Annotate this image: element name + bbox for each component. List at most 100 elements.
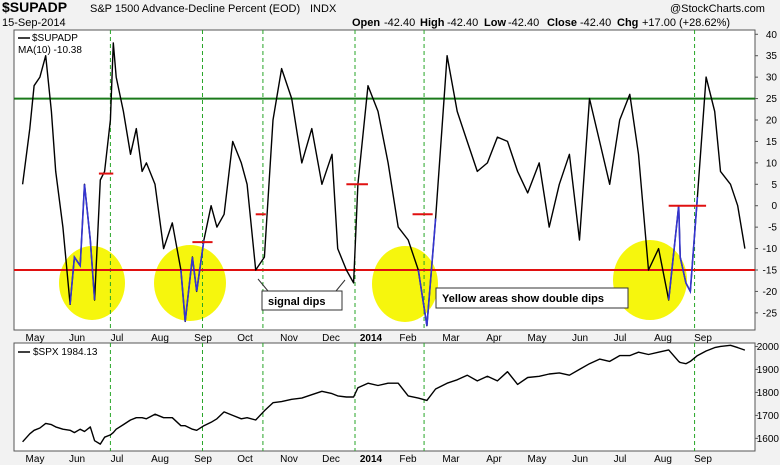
bottom-xtick-label: Aug [654,454,672,465]
top-ytick-label: 35 [766,51,778,62]
top-xtick-label: Apr [486,333,502,344]
top-ytick-label: 15 [766,137,778,148]
top-xtick-label: 2014 [360,333,383,344]
bottom-xtick-label: Sep [694,454,712,465]
bottom-xtick-label: Sep [194,454,212,465]
chg-label: Chg [617,17,638,29]
open-label: Open [352,17,380,29]
top-xtick-label: May [26,333,45,344]
signal-segment-2 [180,239,205,322]
signal-dips-pointer-right [335,279,346,292]
yellow-areas-box [435,287,629,309]
top-ytick-label: 10 [766,158,778,169]
chart-date: 15-Sep-2014 [2,17,66,29]
top-ytick-label: -10 [763,244,778,255]
low-value: -42.40 [508,17,539,29]
spx-series [22,344,746,445]
spx-legend-label: $SPX 1984.13 [33,347,98,358]
top-y-axis: 40 35 30 25 20 15 10 5 0 -5 -10 -15 -20 -25 [755,30,778,319]
ma-legend-label: MA(10) -10.38 [18,45,82,56]
supadp-legend-label: $SUPADP [32,33,78,44]
top-xtick-label: Jun [69,333,85,344]
top-xtick-label: Aug [654,333,672,344]
spx-line [22,344,746,445]
top-xtick-label: May [528,333,547,344]
top-xtick-label: Nov [280,333,298,344]
highlight-ellipse-3 [372,246,438,322]
top-xtick-label: Jul [111,333,124,344]
chart-description: S&P 1500 Advance-Decline Percent (EOD) [90,3,300,15]
signal-segment-4 [667,197,699,301]
chg-value: +17.00 (+28.62%) [642,17,730,29]
top-xtick-label: Feb [399,333,417,344]
bottom-ytick-label: 2000 [757,342,780,353]
yellow-areas-annotation: Yellow areas show double dips [435,287,629,309]
open-value: -42.40 [384,17,415,29]
top-ytick-label: 5 [771,180,777,191]
top-xtick-label: Sep [194,333,212,344]
bottom-xtick-label: May [528,454,547,465]
high-value: -42.40 [447,17,478,29]
top-legend: $SUPADP MA(10) -10.38 [18,33,82,56]
top-xtick-label: Oct [237,333,253,344]
top-ytick-label: 30 [766,73,778,84]
bottom-ytick-label: 1800 [757,388,780,399]
bottom-ytick-label: 1700 [757,411,780,422]
bottom-xtick-label: Nov [280,454,298,465]
low-label: Low [484,17,506,29]
bottom-xtick-label: Jul [111,454,124,465]
chart-symbol: $SUPADP [2,0,67,15]
top-ytick-label: 20 [766,116,778,127]
close-label: Close [547,17,577,29]
bottom-xtick-label: May [26,454,45,465]
bottom-ytick-label: 1600 [757,434,780,445]
top-ytick-label: -25 [763,308,778,319]
highlight-ellipse-1 [59,246,125,320]
top-xtick-label: Dec [322,333,340,344]
signal-dips-annotation: signal dips [257,278,346,311]
top-ytick-label: -20 [763,287,778,298]
top-ytick-label: 40 [766,30,778,41]
bottom-xtick-label: Apr [486,454,502,465]
reference-lines [14,97,755,271]
high-label: High [420,17,445,29]
top-ytick-label: 0 [771,201,777,212]
top-ytick-label: -5 [768,223,777,234]
bottom-xtick-label: Mar [442,454,460,465]
bottom-plot-area [13,342,756,452]
close-value: -42.40 [580,17,611,29]
signal-segment-1 [69,184,96,305]
signal-dips-text: signal dips [268,296,325,308]
top-xtick-label: Aug [151,333,169,344]
bottom-xtick-label: Dec [322,454,340,465]
top-ytick-label: 25 [766,94,778,105]
bottom-xtick-label: Jul [614,454,627,465]
bottom-xtick-label: Oct [237,454,253,465]
top-xtick-label: Jul [614,333,627,344]
bottom-y-axis: 2000 1900 1800 1700 1600 [755,342,779,445]
top-xtick-label: Sep [694,333,712,344]
chart-exchange: INDX [310,3,337,15]
bottom-legend: $SPX 1984.13 [18,347,98,358]
signal-dips-box [261,290,343,311]
supadp-series [21,42,746,327]
bottom-x-axis: May Jun Jul Aug Sep Oct Nov Dec 2014 Feb Mar Apr May… [26,454,713,465]
top-x-axis: May Jun Jul Aug Sep Oct Nov Dec 2014 Feb Mar Apr May… [26,333,713,344]
yellow-areas-text: Yellow areas show double dips [442,293,604,305]
signal-segment-3 [417,218,437,326]
bottom-xtick-label: Feb [399,454,417,465]
signal-dips-pointer-left [257,278,269,292]
bottom-xtick-label: Aug [151,454,169,465]
top-ytick-label: -15 [763,266,778,277]
bottom-xtick-label: Jun [572,454,588,465]
top-xtick-label: Mar [442,333,460,344]
bottom-xtick-label: Jun [69,454,85,465]
supadp-line [21,42,746,327]
top-xtick-label: Jun [572,333,588,344]
bottom-xtick-label: 2014 [360,454,383,465]
bottom-ytick-label: 1900 [757,365,780,376]
watermark: @StockCharts.com [670,3,765,15]
dip-markers [98,172,707,244]
vertical-grid [109,30,696,451]
